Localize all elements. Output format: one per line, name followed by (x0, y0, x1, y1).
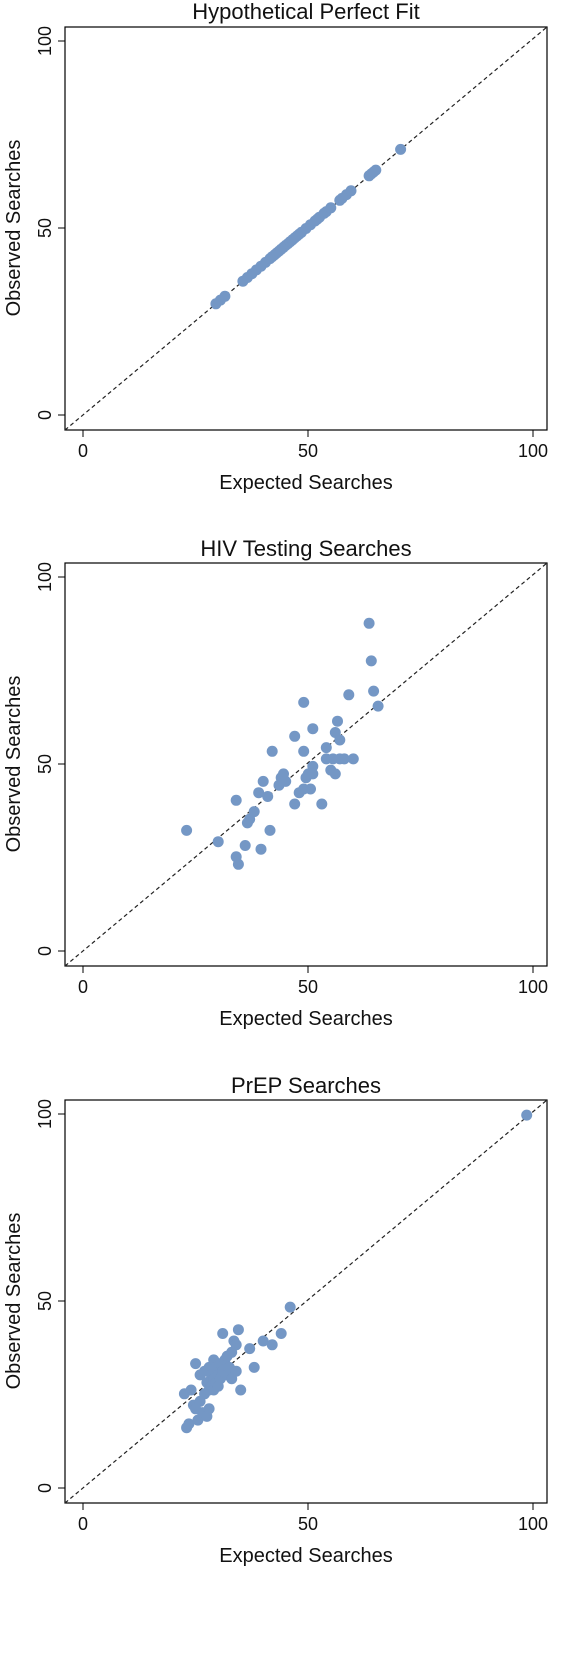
data-point (248, 806, 260, 818)
points-group (178, 1109, 533, 1434)
data-point (219, 290, 231, 302)
x-tick-label: 0 (78, 441, 88, 461)
points-group (210, 143, 407, 310)
x-tick-label: 0 (78, 977, 88, 997)
data-point (280, 775, 292, 787)
data-point (244, 1343, 256, 1355)
data-point (365, 655, 377, 667)
y-axis: 0 50 100 (35, 562, 65, 956)
data-point (345, 185, 357, 197)
chart-title: HIV Testing Searches (200, 536, 411, 561)
y-tick-label: 0 (35, 410, 55, 420)
x-tick-label: 50 (298, 441, 318, 461)
data-point (230, 1339, 242, 1351)
data-point (395, 143, 407, 155)
x-axis: 0 50 100 (78, 966, 548, 997)
data-point (181, 824, 193, 836)
y-tick-label: 100 (35, 26, 55, 56)
data-point (217, 1328, 229, 1339)
data-point (289, 798, 301, 810)
data-point (307, 768, 319, 780)
panel-hiv-testing: HIV Testing Searches Expected Searches O… (3, 536, 548, 1030)
data-point (275, 1328, 287, 1339)
data-point (203, 1403, 215, 1415)
data-point (332, 715, 343, 727)
data-point (284, 1301, 296, 1313)
data-point (372, 700, 384, 712)
y-tick-label: 50 (35, 218, 55, 238)
y-axis-label: Observed Searches (3, 676, 25, 853)
data-point (239, 840, 251, 851)
data-point (232, 858, 244, 870)
data-point (329, 768, 341, 780)
x-tick-label: 100 (518, 977, 548, 997)
data-point (264, 824, 276, 836)
x-tick-label: 100 (518, 1514, 548, 1534)
data-point (230, 794, 242, 806)
data-point (343, 689, 355, 701)
y-axis: 0 50 100 (35, 26, 65, 420)
data-point (248, 1361, 260, 1373)
panel-perfect-fit: Hypothetical Perfect Fit Expected Search… (3, 0, 548, 494)
chart-title: Hypothetical Perfect Fit (192, 0, 419, 24)
data-point (266, 745, 278, 757)
y-tick-label: 100 (35, 562, 55, 592)
panel-prep: PrEP Searches Expected Searches Observed… (3, 1073, 548, 1567)
data-point (307, 723, 319, 735)
data-point (253, 787, 265, 799)
data-point (190, 1358, 202, 1370)
y-tick-label: 100 (35, 1099, 55, 1129)
data-point (212, 836, 224, 848)
x-axis-label: Expected Searches (219, 1545, 392, 1567)
x-axis-label: Expected Searches (219, 472, 392, 494)
reference-line (64, 1099, 548, 1504)
data-point (316, 798, 328, 810)
data-point (370, 164, 382, 176)
data-point (347, 753, 359, 765)
data-point (257, 1335, 269, 1347)
x-tick-label: 0 (78, 1514, 88, 1534)
y-axis-label: Observed Searches (3, 1213, 25, 1390)
x-tick-label: 100 (518, 441, 548, 461)
data-point (266, 1339, 278, 1351)
chart-title: PrEP Searches (231, 1073, 381, 1098)
x-axis: 0 50 100 (78, 430, 548, 461)
data-point (368, 685, 380, 697)
data-point (334, 734, 346, 746)
y-tick-label: 0 (35, 1483, 55, 1493)
data-point (320, 742, 332, 754)
data-point (230, 1365, 242, 1377)
data-point (298, 745, 310, 757)
y-axis-label: Observed Searches (3, 140, 25, 317)
data-point (298, 696, 310, 708)
data-point (262, 791, 274, 802)
x-tick-label: 50 (298, 977, 318, 997)
x-axis: 0 50 100 (78, 1503, 548, 1534)
data-point (185, 1384, 197, 1396)
data-point (235, 1384, 247, 1396)
y-tick-label: 0 (35, 946, 55, 956)
points-group (181, 617, 384, 870)
data-point (183, 1418, 195, 1430)
data-point (255, 843, 267, 855)
x-axis-label: Expected Searches (219, 1008, 392, 1030)
data-point (305, 783, 316, 795)
y-tick-label: 50 (35, 754, 55, 774)
y-tick-label: 50 (35, 1291, 55, 1311)
data-point (232, 1324, 244, 1336)
data-point (363, 617, 375, 629)
reference-line (64, 562, 548, 967)
y-axis: 0 50 100 (35, 1099, 65, 1493)
x-tick-label: 50 (298, 1514, 318, 1534)
data-point (325, 202, 337, 214)
data-point (289, 730, 301, 742)
data-point (521, 1109, 533, 1121)
data-point (338, 753, 350, 765)
data-point (257, 775, 269, 787)
